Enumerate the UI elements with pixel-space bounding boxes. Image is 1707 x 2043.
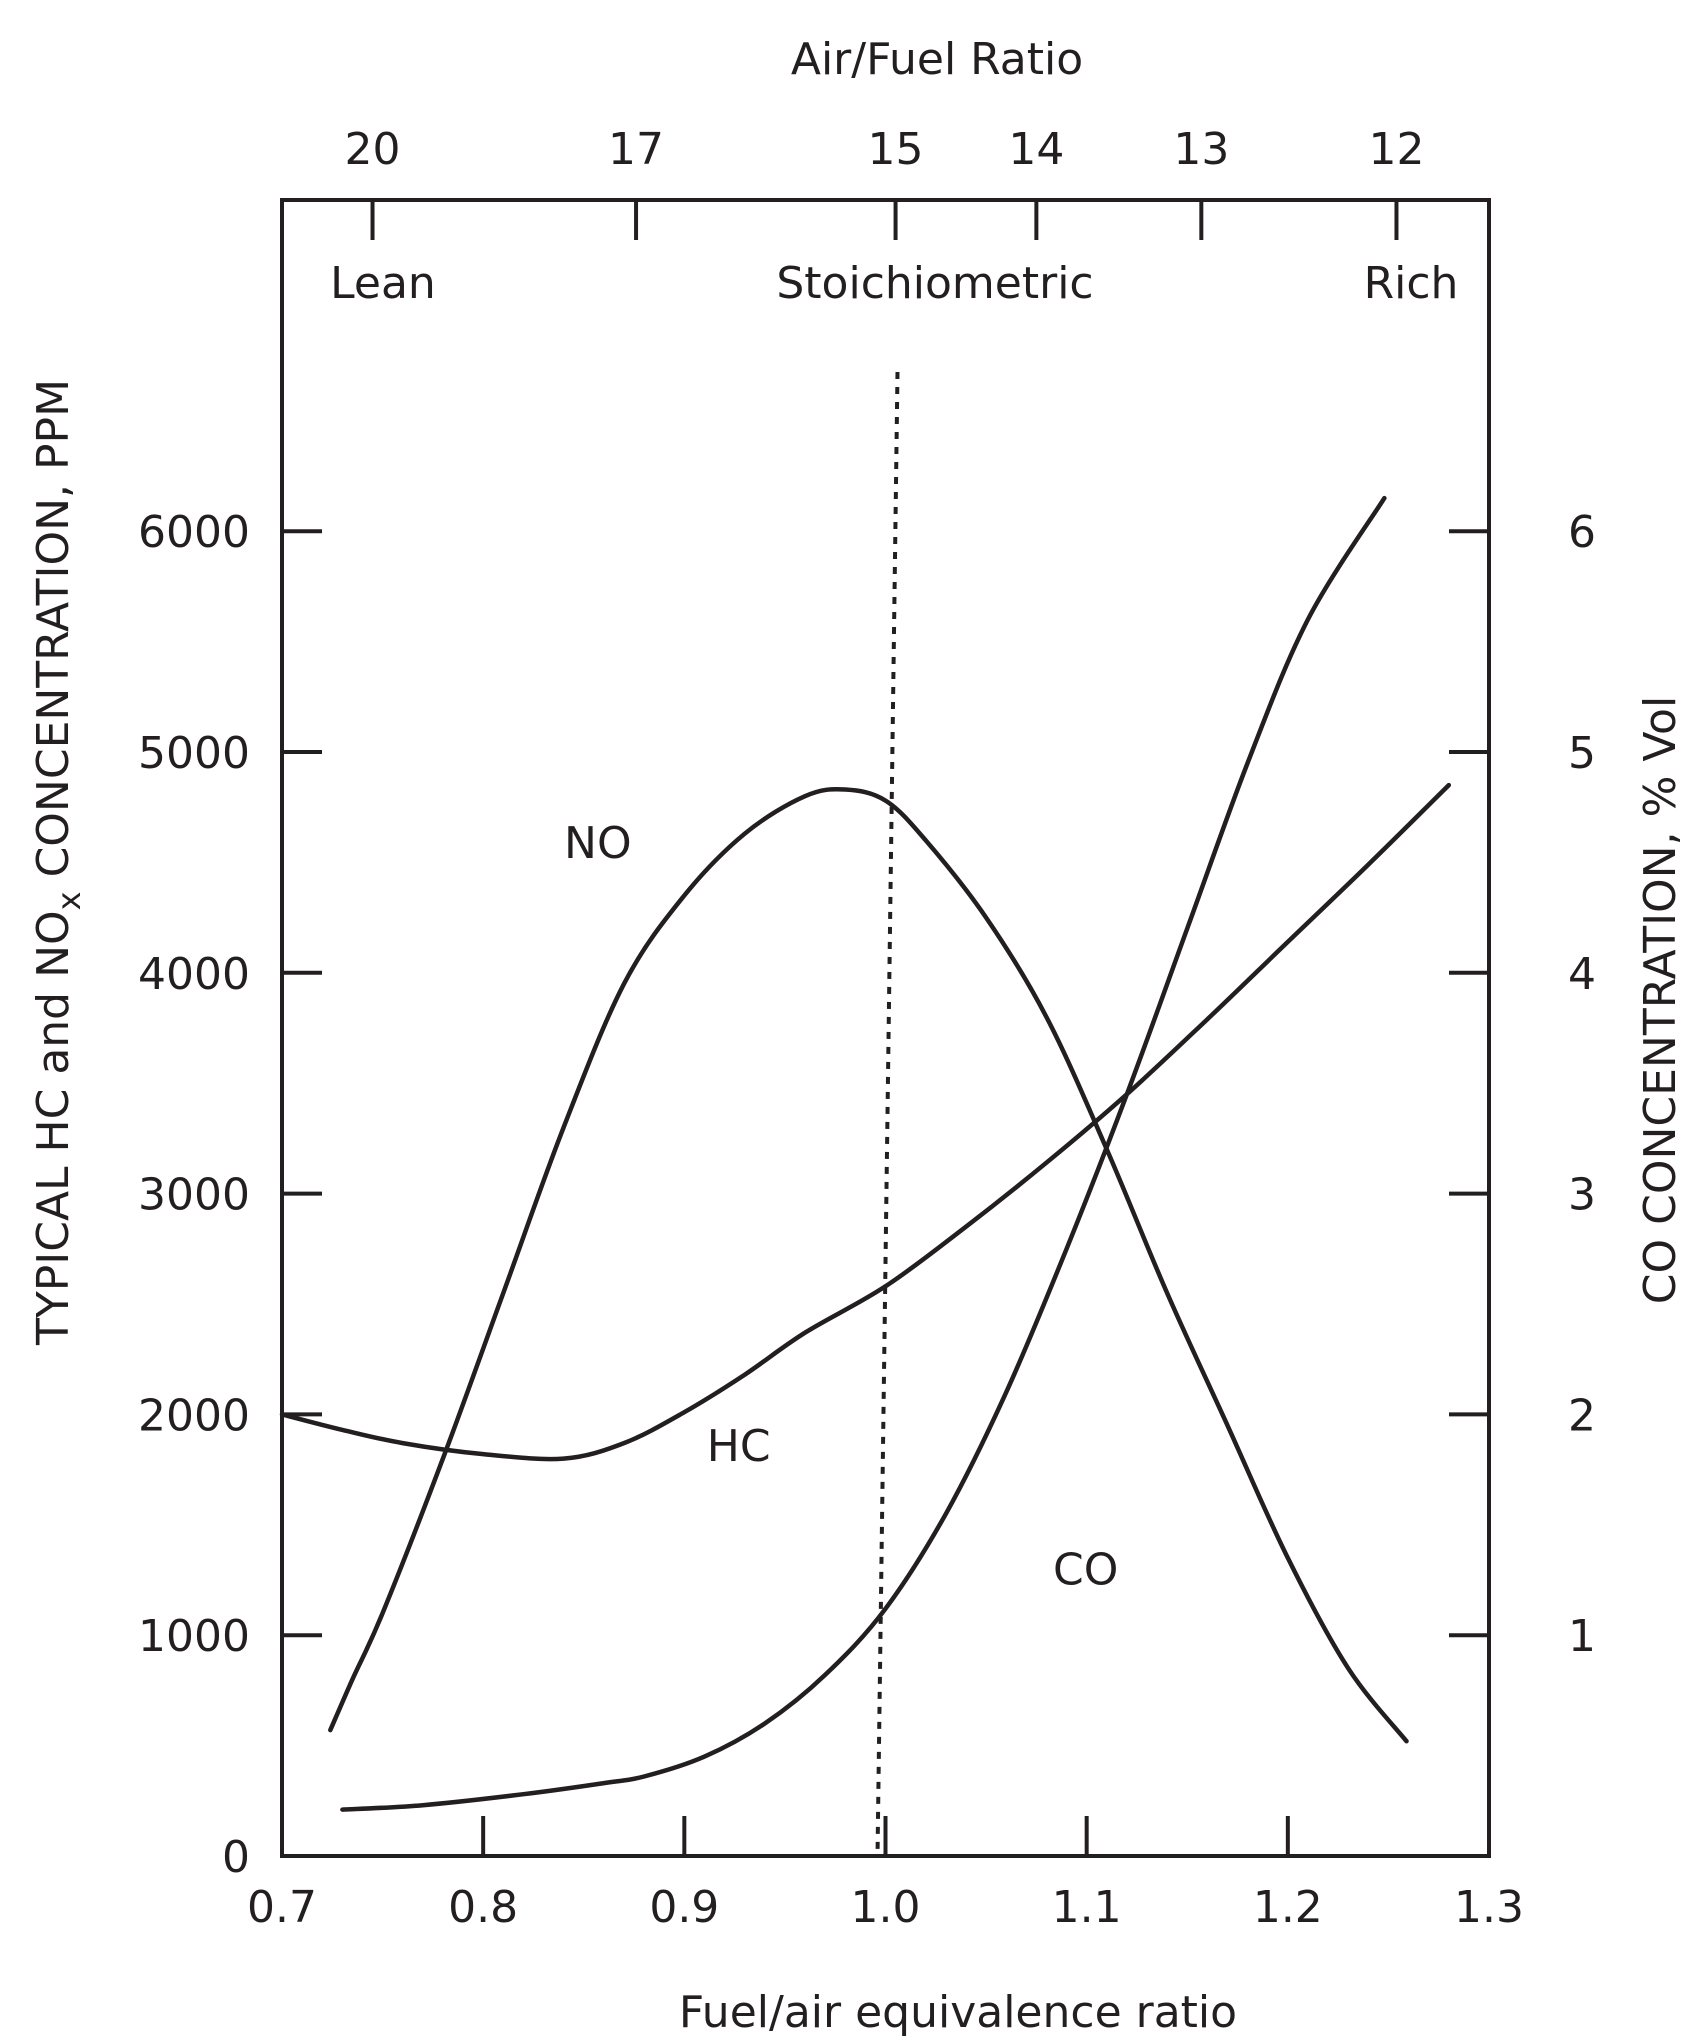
x-axis-title: Fuel/air equivalence ratio bbox=[679, 1987, 1237, 2038]
label-layer: Fuel/air equivalence ratio Air/Fuel Rati… bbox=[28, 34, 1686, 2038]
y-right-tick-label: 6 bbox=[1568, 507, 1596, 558]
y-left-tick-label: 4000 bbox=[138, 949, 250, 1000]
y-left-tick-label: 2000 bbox=[138, 1390, 250, 1441]
top-axis-title: Air/Fuel Ratio bbox=[791, 34, 1083, 85]
top-axis-tick-label: 13 bbox=[1173, 124, 1229, 175]
stoichiometric-line bbox=[875, 371, 900, 1857]
y-right-tick-label: 2 bbox=[1568, 1390, 1596, 1441]
y-left-tick-label: 5000 bbox=[138, 728, 250, 779]
y-axis-left-title-main: TYPICAL HC and NO bbox=[28, 910, 79, 1346]
x-tick-label: 0.9 bbox=[649, 1882, 719, 1933]
series-line-co bbox=[340, 495, 1387, 1812]
series-layer bbox=[279, 495, 1452, 1812]
series-label-co: CO bbox=[1053, 1544, 1118, 1595]
y-left-tick-label: 0 bbox=[222, 1832, 250, 1883]
x-tick-label: 1.1 bbox=[1052, 1882, 1122, 1933]
series-line-hc bbox=[279, 782, 1452, 1462]
x-tick-label: 1.2 bbox=[1253, 1882, 1323, 1933]
y-axis-left-title-subscript: x bbox=[50, 891, 88, 910]
axes-layer bbox=[280, 198, 1491, 1858]
top-axis-tick-label: 20 bbox=[345, 124, 401, 175]
y-left-tick-label: 6000 bbox=[138, 507, 250, 558]
y-axis-left-title: TYPICAL HC and NOx CONCENTRATION, PPM bbox=[28, 379, 88, 1346]
series-line-no bbox=[328, 786, 1409, 1744]
x-tick-label: 1.3 bbox=[1454, 1882, 1524, 1933]
top-axis-tick-label: 17 bbox=[608, 124, 664, 175]
y-axis-left-title-suffix: CONCENTRATION, PPM bbox=[28, 379, 79, 891]
y-axis-right-title: CO CONCENTRATION, % Vol bbox=[1635, 696, 1686, 1304]
y-left-tick-label: 3000 bbox=[138, 1170, 250, 1221]
region-label-stoichiometric: Stoichiometric bbox=[776, 258, 1093, 309]
series-label-hc: HC bbox=[707, 1421, 771, 1472]
y-right-tick-label: 4 bbox=[1568, 949, 1596, 1000]
region-label-lean: Lean bbox=[330, 258, 436, 309]
y-right-tick-label: 5 bbox=[1568, 728, 1596, 779]
x-tick-label: 1.0 bbox=[851, 1882, 921, 1933]
region-label-rich: Rich bbox=[1364, 258, 1459, 309]
y-right-tick-label: 1 bbox=[1568, 1611, 1596, 1662]
series-label-no: NO bbox=[564, 818, 632, 869]
x-tick-label: 0.7 bbox=[247, 1882, 317, 1933]
x-tick-label: 0.8 bbox=[448, 1882, 518, 1933]
y-right-tick-label: 3 bbox=[1568, 1170, 1596, 1221]
y-left-tick-label: 1000 bbox=[138, 1611, 250, 1662]
top-axis-tick-label: 12 bbox=[1368, 124, 1424, 175]
top-axis-tick-label: 14 bbox=[1008, 124, 1064, 175]
top-axis-tick-label: 15 bbox=[868, 124, 924, 175]
